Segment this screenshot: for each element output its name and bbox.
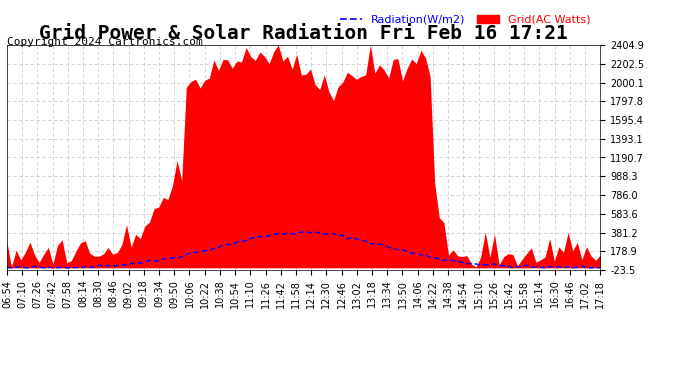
Text: Copyright 2024 Cartronics.com: Copyright 2024 Cartronics.com — [7, 37, 203, 47]
Legend: Radiation(W/m2), Grid(AC Watts): Radiation(W/m2), Grid(AC Watts) — [335, 10, 595, 29]
Title: Grid Power & Solar Radiation Fri Feb 16 17:21: Grid Power & Solar Radiation Fri Feb 16 … — [39, 24, 568, 44]
